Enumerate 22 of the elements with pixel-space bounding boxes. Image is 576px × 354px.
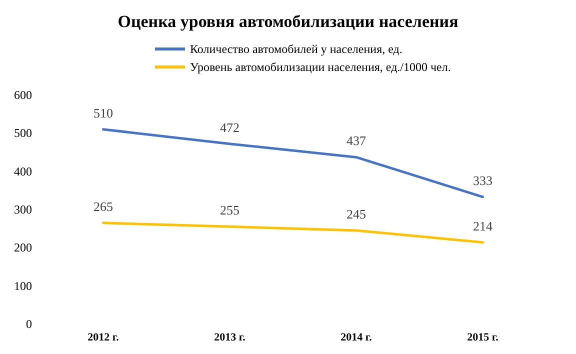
y-tick-label: 400 [14, 164, 32, 178]
x-tick-label: 2012 г. [88, 332, 120, 344]
x-tick-label: 2015 г. [467, 332, 499, 344]
data-label: 333 [473, 172, 492, 188]
data-label: 245 [346, 206, 366, 222]
x-tick-label: 2014 г. [340, 332, 372, 344]
y-tick-label: 500 [14, 126, 32, 140]
y-tick-label: 0 [26, 317, 32, 331]
x-tick-label: 2013 г. [214, 332, 246, 344]
legend-label: Уровень автомобилизации населения, ед./1000 чел. [190, 60, 451, 74]
data-label: 472 [220, 120, 240, 135]
data-label: 510 [94, 105, 113, 120]
data-label: 255 [220, 202, 240, 218]
y-tick-label: 200 [14, 240, 32, 255]
data-label: 437 [346, 133, 366, 148]
chart-title: Оценка уровня автомобилизации населения [118, 12, 458, 31]
data-label: 214 [473, 218, 493, 234]
y-tick-label: 300 [14, 202, 32, 216]
y-tick-label: 600 [14, 88, 32, 102]
legend-label: Количество автомобилей у населения, ед. [190, 42, 402, 56]
y-tick-label: 100 [14, 278, 32, 293]
data-label: 265 [94, 198, 113, 214]
